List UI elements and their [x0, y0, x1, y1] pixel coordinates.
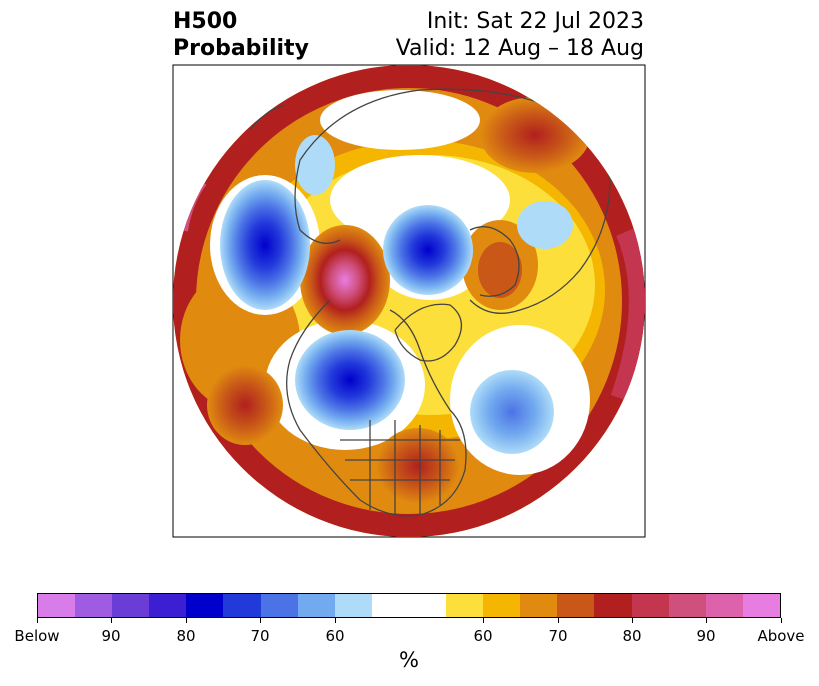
colorbar-tick — [483, 618, 484, 623]
title-right: Init: Sat 22 Jul 2023 Valid: 12 Aug – 18… — [396, 8, 644, 62]
low-siberia — [383, 205, 473, 295]
colorbar-cell — [557, 594, 595, 617]
colorbar-cell — [742, 594, 780, 617]
valid-range: Valid: 12 Aug – 18 Aug — [395, 36, 644, 61]
colorbar-cell — [371, 594, 409, 617]
colorbar-tick-label: 60 — [325, 627, 345, 645]
low-atlantic — [470, 370, 554, 454]
colorbar-cell — [149, 594, 187, 617]
colorbar-cell — [446, 594, 484, 617]
colorbar-tick — [186, 618, 187, 623]
colorbar-tick-label: 90 — [101, 627, 121, 645]
high-europe-core — [478, 242, 522, 298]
colorbar-cell — [112, 594, 150, 617]
init-date: Init: Sat 22 Jul 2023 — [426, 9, 644, 34]
us-state-grid — [340, 420, 460, 515]
colorbar-tick-label: Below — [14, 627, 60, 645]
colorbar-cell — [408, 594, 447, 617]
colorbar-cell — [334, 594, 372, 617]
coastline-north-america — [286, 299, 467, 517]
colorbar-cell — [594, 594, 632, 617]
high-southeast-us — [376, 428, 460, 504]
coastline-japan — [249, 104, 286, 131]
colorbar-cell — [38, 594, 76, 617]
title-type: Probability — [173, 36, 309, 61]
low-hudson — [295, 330, 405, 430]
outer-ring-pink-right — [610, 224, 645, 405]
low-arctic-ne — [517, 201, 573, 249]
colorbar-tick-label: 70 — [548, 627, 568, 645]
colorbar-cell — [75, 594, 113, 617]
colorbar-cell — [223, 594, 261, 617]
colorbar-cell — [186, 594, 224, 617]
colorbar-tick — [781, 618, 782, 623]
colorbar-tick-label: 80 — [622, 627, 642, 645]
coastline-asia-east — [294, 159, 341, 244]
white-zone-north — [320, 90, 480, 150]
colorbar-tick — [260, 618, 261, 623]
title-left: H500 Probability — [173, 8, 309, 62]
colorbar-tick-label: 60 — [473, 627, 493, 645]
coastline-greenland — [394, 303, 462, 362]
colorbar-cell — [668, 594, 706, 617]
colorbar-cell — [705, 594, 743, 617]
low-yukon — [295, 135, 335, 195]
colorbar-tick-label: 80 — [176, 627, 196, 645]
colorbar-tick-label: 70 — [250, 627, 270, 645]
colorbar-cell — [297, 594, 335, 617]
colorbar-tick — [335, 618, 336, 623]
colorbar-tick — [558, 618, 559, 623]
high-west — [207, 365, 283, 445]
probability-field — [173, 65, 645, 537]
colorbar-tick — [706, 618, 707, 623]
low-gulf-alaska — [220, 180, 310, 310]
colorbar-cell — [520, 594, 558, 617]
colorbar-cell — [260, 594, 298, 617]
coastline-europe — [469, 226, 520, 297]
title-variable: H500 — [173, 9, 238, 34]
colorbar-tick-label: Above — [757, 627, 805, 645]
colorbar-tick — [632, 618, 633, 623]
colorbar-tick — [111, 618, 112, 623]
colorbar-tick — [37, 618, 38, 623]
colorbar-cell — [483, 594, 521, 617]
colorbar-cell — [631, 594, 669, 617]
colorbar-units: % — [399, 648, 419, 672]
colorbar — [37, 593, 781, 618]
colorbar-tick-label: 90 — [696, 627, 716, 645]
